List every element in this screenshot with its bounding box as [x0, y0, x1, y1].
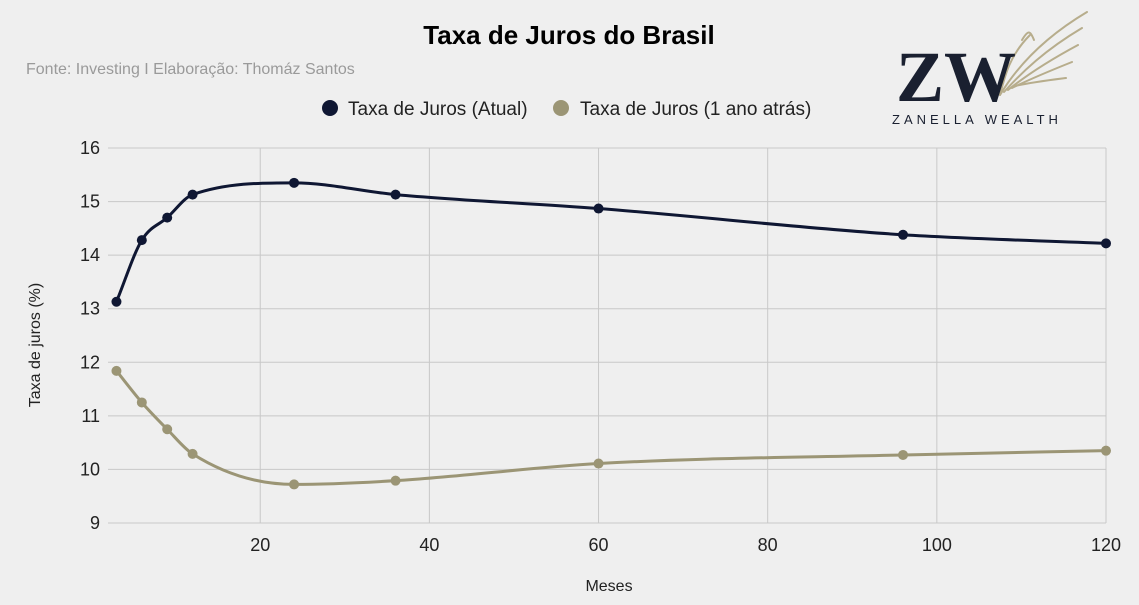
- series-line-atual: [115, 181, 1107, 303]
- data-point-atual[interactable]: [289, 177, 300, 188]
- data-point-1-ano[interactable]: [289, 479, 300, 490]
- series-lines: [115, 181, 1107, 486]
- legend-marker-1-ano: [553, 100, 569, 116]
- series-points: [111, 177, 1111, 490]
- data-point-atual[interactable]: [162, 212, 173, 223]
- chart-source-subtitle: Fonte: Investing I Elaboração: Thomáz Sa…: [26, 61, 355, 78]
- y-axis-label: Taxa de juros (%): [27, 283, 44, 408]
- y-tick-label: 9: [90, 513, 100, 533]
- data-point-1-ano[interactable]: [593, 458, 604, 469]
- x-tick-label: 100: [922, 535, 952, 555]
- data-point-1-ano[interactable]: [390, 475, 401, 486]
- legend: Taxa de Juros (Atual) Taxa de Juros (1 a…: [322, 99, 811, 120]
- data-point-1-ano[interactable]: [1101, 445, 1111, 456]
- data-point-1-ano[interactable]: [162, 424, 173, 435]
- legend-label-atual: Taxa de Juros (Atual): [348, 99, 528, 120]
- y-tick-label: 16: [80, 138, 100, 158]
- y-tick-label: 10: [80, 459, 100, 479]
- gridlines: [108, 147, 1107, 524]
- x-axis-label: Meses: [585, 578, 632, 595]
- legend-label-1-ano: Taxa de Juros (1 ano atrás): [580, 99, 811, 120]
- y-tick-label: 13: [80, 299, 100, 319]
- y-tick-label: 15: [80, 192, 100, 212]
- legend-marker-atual: [322, 100, 338, 116]
- data-point-1-ano[interactable]: [111, 365, 122, 376]
- zanella-wealth-logo: ZW ZANELLA WEALTH: [892, 11, 1088, 127]
- data-point-atual[interactable]: [136, 235, 147, 246]
- x-tick-label: 80: [758, 535, 778, 555]
- data-point-1-ano[interactable]: [187, 448, 198, 459]
- y-tick-label: 14: [80, 245, 100, 265]
- y-tick-label: 12: [80, 352, 100, 372]
- logo-wordmark: ZANELLA WEALTH: [892, 112, 1062, 127]
- data-point-atual[interactable]: [593, 203, 604, 214]
- x-tick-label: 120: [1091, 535, 1121, 555]
- data-point-atual[interactable]: [111, 296, 122, 307]
- data-point-atual[interactable]: [390, 189, 401, 200]
- series-line-1-ano: [115, 369, 1107, 486]
- x-tick-label: 20: [250, 535, 270, 555]
- x-axis-ticks: 20 40 60 80 100 120: [250, 535, 1121, 555]
- x-tick-label: 40: [419, 535, 439, 555]
- data-point-atual[interactable]: [1101, 238, 1111, 249]
- logo-monogram: ZW: [896, 37, 1016, 117]
- data-point-1-ano[interactable]: [136, 397, 147, 408]
- data-point-atual[interactable]: [898, 229, 909, 240]
- eagle-wing-icon: [999, 11, 1088, 96]
- data-point-atual[interactable]: [187, 189, 198, 200]
- y-tick-label: 11: [81, 406, 100, 426]
- x-tick-label: 60: [589, 535, 609, 555]
- y-axis-ticks: 9 10 11 12 13 14 15 16: [80, 138, 100, 533]
- chart-title: Taxa de Juros do Brasil: [423, 20, 714, 50]
- data-point-1-ano[interactable]: [898, 449, 909, 460]
